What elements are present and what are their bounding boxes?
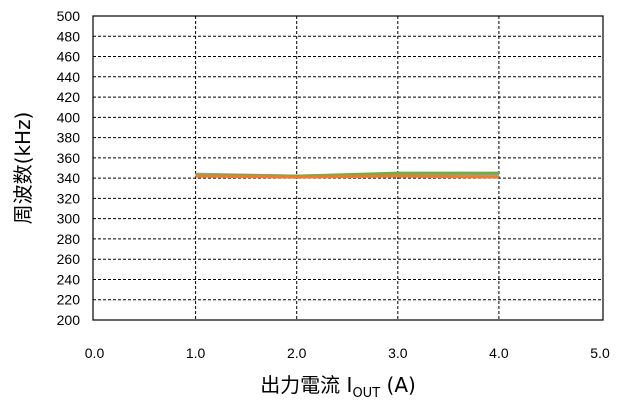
x-tick-label-2: 2.0: [287, 345, 307, 361]
y-tick-label-12: 440: [57, 69, 81, 85]
x-tick-label-0: 0.0: [85, 345, 105, 361]
y-tick-label-14: 480: [57, 28, 81, 44]
y-tick-label-0: 200: [57, 312, 81, 328]
y-tick-label-6: 320: [57, 190, 81, 206]
x-axis-label: 出力電流 IOUT (A): [260, 373, 416, 401]
y-tick-label-9: 380: [57, 130, 81, 146]
y-tick-label-5: 300: [57, 211, 81, 227]
x-tick-label-5: 5.0: [590, 345, 610, 361]
y-tick-labels: 200 220 240 260 280 300 320 340 360 380 400 420 440 4…: [57, 8, 81, 328]
x-tick-label-1: 1.0: [186, 345, 206, 361]
y-tick-label-8: 360: [57, 150, 81, 166]
y-tick-label-11: 420: [57, 89, 81, 105]
y-tick-label-4: 280: [57, 231, 81, 247]
x-axis-label-main: 出力電流 I: [260, 373, 352, 397]
x-tick-labels: 0.0 1.0 2.0 3.0 4.0 5.0: [85, 345, 610, 361]
plot-area-frame: [92, 15, 604, 321]
y-tick-label-3: 260: [57, 251, 81, 267]
y-tick-label-2: 240: [57, 271, 81, 287]
y-tick-label-1: 220: [57, 292, 81, 308]
series-line-4: [195, 174, 499, 179]
y-axis-label: 周波数(kHz): [11, 112, 35, 225]
x-axis-label-unit: (A): [380, 373, 416, 397]
y-tick-label-7: 340: [57, 170, 81, 186]
x-tick-label-4: 4.0: [489, 345, 509, 361]
x-axis-label-subscript: OUT: [352, 386, 380, 401]
x-tick-label-3: 3.0: [388, 345, 408, 361]
grid-lines: [93, 16, 603, 320]
y-tick-label-10: 400: [57, 109, 81, 125]
y-tick-label-15: 500: [57, 8, 81, 24]
series-lines: [195, 171, 499, 179]
y-tick-label-13: 460: [57, 49, 81, 65]
